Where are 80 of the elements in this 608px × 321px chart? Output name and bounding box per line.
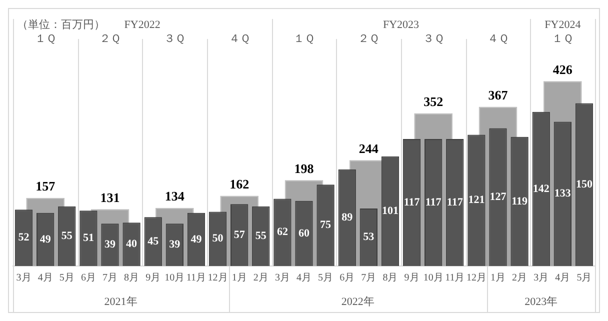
data-label: 117 [425, 196, 442, 208]
data-label: 55 [255, 230, 267, 242]
text: １Ｑ [294, 32, 314, 45]
x-tick-label: 6月 [340, 272, 355, 284]
x-tick-label: 10月 [164, 272, 185, 284]
x-tick-label: 5月 [59, 272, 74, 284]
chart-frame: 3月 4月 5月 6月 7月 8月 9月 10月 11月 12月 1月 2月 3月 4月 5月 6月 7月 8月 9月 10月 11月 12月 1月 2月 3月 4月 5月 157 131 134 162 198 244 352 367 426 52 49 55 51 39 40 45 39 49 50 57 55 62 60 75 89 53 101 117 117 117 121 127 119 142 133 150 FY2022 FY2023 FY2024 １Ｑ ２Ｑ ３Ｑ ４Ｑ １Ｑ ２Ｑ ３Ｑ ４Ｑ １Ｑ （単位：百万円） 2021年 2022年 2023年 [8, 8, 600, 313]
data-label: 89 [342, 212, 354, 224]
text: 2023年 [524, 296, 558, 308]
x-tick-label: 12月 [208, 272, 228, 284]
text: （単位：百万円） [17, 18, 105, 31]
text: ３Ｑ [164, 32, 186, 45]
text: ２Ｑ [100, 32, 120, 45]
data-label: 52 [18, 232, 30, 244]
data-label: 133 [554, 188, 572, 200]
data-label: 367 [488, 88, 508, 103]
text: １Ｑ [552, 32, 574, 45]
data-label: 45 [148, 235, 160, 248]
data-label: 119 [512, 195, 528, 208]
data-label: 244 [358, 140, 379, 156]
x-tick-label: 7月 [102, 272, 118, 284]
data-label: 352 [424, 94, 444, 110]
x-tick-label: 1月 [232, 272, 247, 284]
data-label: 51 [82, 232, 94, 244]
data-label: 142 [532, 182, 550, 195]
x-tick-label: 5月 [318, 272, 334, 284]
text: １Ｑ [34, 32, 56, 45]
data-label: 117 [446, 196, 464, 208]
x-tick-label: 9月 [146, 272, 161, 284]
x-tick-label: 1月 [490, 272, 506, 284]
data-label: 57 [234, 228, 246, 241]
x-tick-label: 11月 [445, 272, 465, 284]
data-label: 134 [164, 188, 185, 204]
x-tick-label: 11月 [186, 272, 206, 284]
data-label: 426 [552, 62, 573, 77]
data-label: 198 [294, 160, 314, 176]
data-label: 101 [382, 205, 398, 218]
x-tick-label: 3月 [16, 272, 32, 284]
x-tick-label: 2月 [512, 272, 528, 284]
data-label: 121 [468, 194, 485, 206]
x-tick-label: 8月 [124, 272, 140, 284]
text: 2022年 [341, 296, 374, 308]
text: FY2024 [544, 18, 582, 31]
text: FY2022 [124, 18, 160, 31]
data-label: 131 [100, 190, 120, 206]
data-label: 40 [126, 238, 138, 250]
data-label: 127 [490, 190, 507, 203]
data-label: 62 [276, 226, 288, 238]
x-tick-label: 12月 [466, 272, 486, 284]
x-tick-label: 8月 [382, 272, 398, 284]
x-tick-label: 7月 [361, 272, 376, 284]
x-tick-label: 2月 [253, 272, 268, 284]
text: 2021年 [104, 296, 138, 308]
data-label: 150 [576, 178, 593, 190]
x-tick-label: 3月 [274, 272, 290, 284]
data-label: 49 [40, 233, 52, 246]
x-tick-label: 6月 [80, 272, 96, 284]
data-label: 157 [36, 178, 56, 194]
data-label: 55 [61, 230, 73, 242]
text: FY2023 [382, 18, 420, 31]
x-tick-label: 4月 [555, 272, 570, 284]
x-tick-label: 9月 [404, 272, 420, 284]
x-tick-label: 10月 [423, 272, 444, 284]
data-label: 50 [212, 232, 224, 245]
data-label: 162 [230, 176, 250, 192]
x-tick-label: 4月 [296, 272, 312, 284]
data-label: 117 [404, 196, 420, 208]
text: ２Ｑ [358, 32, 380, 45]
text: ３Ｑ [422, 32, 444, 45]
data-label: 49 [190, 233, 202, 246]
data-label: 39 [169, 238, 181, 251]
data-label: 60 [298, 227, 310, 240]
data-label: 53 [363, 231, 375, 244]
text: ４Ｑ [228, 32, 250, 45]
data-label: 75 [320, 219, 332, 232]
data-label: 39 [104, 238, 116, 251]
x-tick-label: 5月 [576, 272, 592, 284]
x-tick-label: 3月 [534, 272, 549, 284]
x-tick-label: 4月 [38, 272, 53, 284]
text: ４Ｑ [488, 32, 508, 45]
